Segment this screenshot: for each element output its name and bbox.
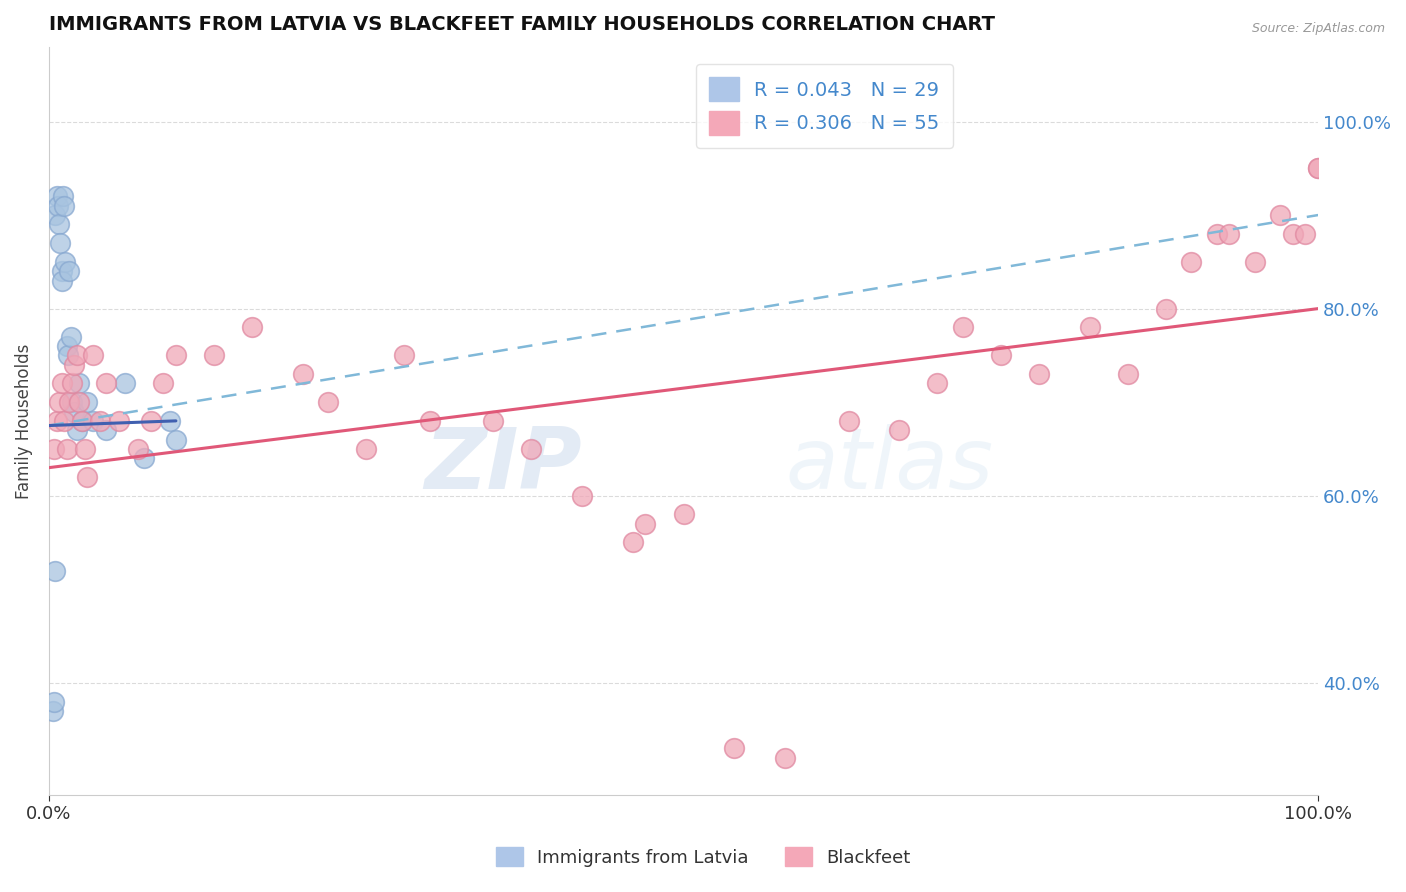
Point [139, 414, 162, 428]
Point [114, 376, 136, 391]
Point [55, 339, 77, 353]
Point [51, 274, 73, 288]
Point [621, 535, 644, 549]
Point [48, 218, 70, 232]
Point [1294, 227, 1316, 241]
Point [76, 470, 98, 484]
Point [927, 376, 949, 391]
Point [66, 423, 89, 437]
Point [55, 442, 77, 456]
Point [1180, 255, 1202, 269]
Point [58, 395, 80, 409]
Point [394, 348, 416, 362]
Point [1243, 255, 1265, 269]
Point [107, 414, 129, 428]
Point [634, 516, 657, 531]
Point [63, 404, 86, 418]
Point [42, 704, 65, 718]
Point [482, 414, 505, 428]
Text: atlas: atlas [785, 425, 993, 508]
Point [73, 442, 96, 456]
Point [66, 348, 89, 362]
Point [45, 414, 67, 428]
Point [520, 442, 543, 456]
Point [70, 414, 93, 428]
Point [67, 376, 90, 391]
Point [76, 395, 98, 409]
Point [773, 750, 796, 764]
Point [291, 367, 314, 381]
Point [165, 348, 187, 362]
Point [159, 414, 181, 428]
Point [52, 189, 75, 203]
Point [53, 414, 76, 428]
Point [59, 329, 82, 343]
Point [152, 376, 174, 391]
Point [51, 376, 73, 391]
Point [571, 489, 593, 503]
Y-axis label: Family Households: Family Households [15, 343, 32, 499]
Text: ZIP: ZIP [425, 425, 582, 508]
Point [838, 414, 860, 428]
Point [990, 348, 1012, 362]
Point [46, 199, 69, 213]
Point [44, 208, 66, 222]
Point [56, 348, 79, 362]
Point [952, 320, 974, 334]
Point [1078, 320, 1101, 334]
Point [60, 395, 83, 409]
Point [45, 189, 67, 203]
Point [67, 395, 90, 409]
Point [202, 348, 225, 362]
Point [89, 414, 111, 428]
Text: IMMIGRANTS FROM LATVIA VS BLACKFEET FAMILY HOUSEHOLDS CORRELATION CHART: IMMIGRANTS FROM LATVIA VS BLACKFEET FAMI… [49, 15, 995, 34]
Point [1205, 227, 1227, 241]
Point [1028, 367, 1050, 381]
Legend: R = 0.043   N = 29, R = 0.306   N = 55: R = 0.043 N = 29, R = 0.306 N = 55 [696, 64, 953, 148]
Point [82, 348, 104, 362]
Point [1308, 161, 1330, 176]
Point [127, 442, 149, 456]
Point [1154, 301, 1177, 316]
Point [672, 508, 695, 522]
Legend: Immigrants from Latvia, Blackfeet: Immigrants from Latvia, Blackfeet [488, 840, 918, 874]
Point [134, 451, 156, 466]
Point [48, 395, 70, 409]
Point [58, 264, 80, 278]
Point [44, 564, 66, 578]
Point [42, 694, 65, 708]
Point [82, 414, 104, 428]
Point [60, 376, 83, 391]
Point [55, 255, 77, 269]
Point [316, 395, 339, 409]
Point [49, 236, 72, 251]
Point [723, 741, 745, 756]
Point [94, 423, 117, 437]
Point [51, 264, 73, 278]
Point [1308, 161, 1330, 176]
Point [63, 358, 86, 372]
Point [1116, 367, 1139, 381]
Point [70, 414, 93, 428]
Point [42, 442, 65, 456]
Point [94, 376, 117, 391]
Point [419, 414, 441, 428]
Point [240, 320, 263, 334]
Text: Source: ZipAtlas.com: Source: ZipAtlas.com [1251, 22, 1385, 36]
Point [1281, 227, 1303, 241]
Point [1218, 227, 1240, 241]
Point [1268, 208, 1291, 222]
Point [356, 442, 378, 456]
Point [889, 423, 911, 437]
Point [165, 433, 187, 447]
Point [53, 199, 76, 213]
